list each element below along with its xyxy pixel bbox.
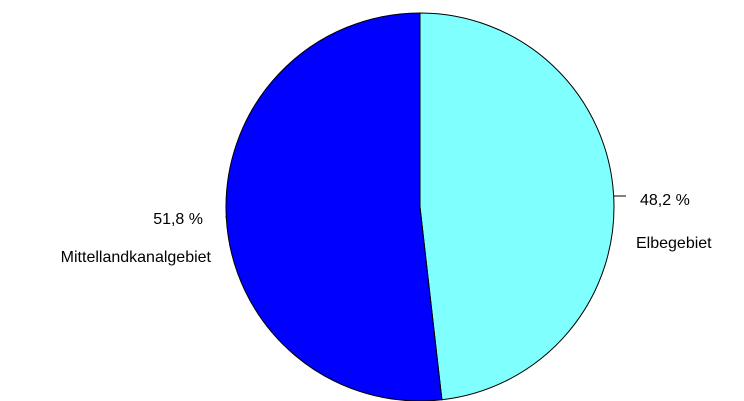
slice-value-label-elbegebiet: 48,2 %	[640, 192, 690, 209]
pie-slice-elbegebiet	[419, 12, 615, 401]
slice-name-label-elbegebiet: Elbegebiet	[636, 235, 712, 252]
slice-value-label-mittellandkanalgebiet: 51,8 %	[153, 211, 203, 228]
pie-slice-mittellandkanalgebiet	[225, 12, 443, 401]
leader-lines	[225, 195, 627, 219]
pie-slices	[225, 12, 615, 401]
slice-name-label-mittellandkanalgebiet: Mittellandkanalgebiet	[61, 249, 212, 266]
